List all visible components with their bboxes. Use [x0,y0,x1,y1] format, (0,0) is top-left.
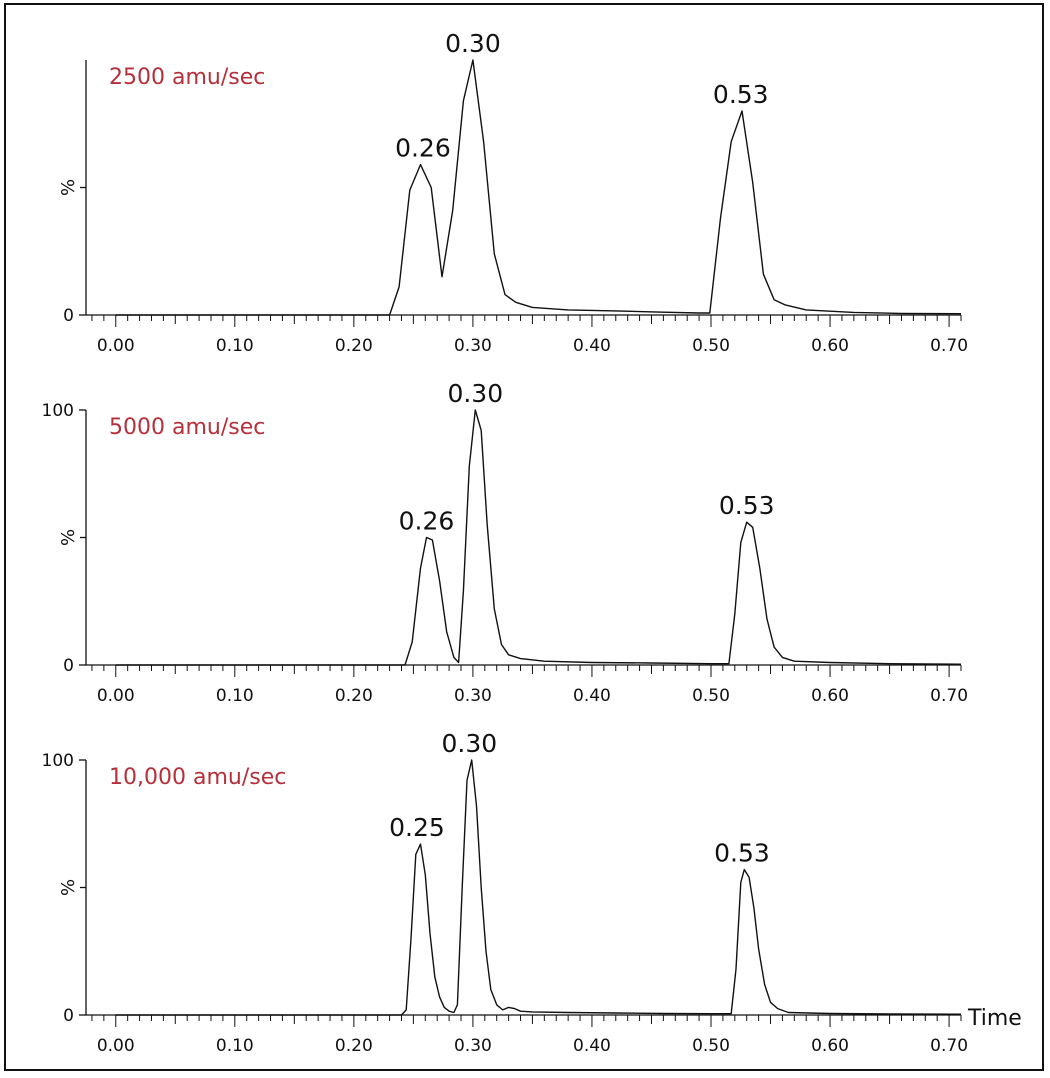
x-tick-label: 0.70 [930,686,968,706]
x-tick-label: 0.50 [692,336,730,356]
x-tick-label: 0.10 [216,1036,254,1056]
x-tick-label: 0.40 [573,336,611,356]
x-tick-label: 0.00 [97,336,135,356]
x-axis-title: Time [967,1006,1022,1031]
x-tick-label: 0.60 [811,1036,849,1056]
series-line [115,409,962,666]
peak-label: 0.53 [714,839,770,868]
series-line [115,59,962,316]
y-axis-label: % [58,879,79,896]
scan-rate-label: 5000 amu/sec [109,415,265,440]
chart-panel-1: 0% 0.00 0.10 0.20 0.30 0.40 0.50 0.60 0.70 0.26 0.… [58,29,968,356]
peak-label: 0.53 [713,80,769,109]
x-tick-label: 0.20 [335,686,373,706]
y-tick-label: 0 [63,306,74,326]
x-tick-label: 0.30 [454,686,492,706]
x-tick-label: 0.30 [454,336,492,356]
series-line [115,759,962,1016]
x-tick-label: 0.20 [335,336,373,356]
x-tick-label: 0.40 [573,1036,611,1056]
y-tick-label: 0 [63,656,74,676]
figure-frame: 0% 0.00 0.10 0.20 0.30 0.40 0.50 0.60 0.70 0.26 0.… [4,3,1044,1071]
peak-label: 0.53 [719,491,775,520]
x-tick-label: 0.60 [811,336,849,356]
y-tick-label: 100 [42,751,74,771]
x-tick-label: 0.20 [335,1036,373,1056]
scan-rate-label: 2500 amu/sec [109,65,265,90]
x-tick-label: 0.10 [216,336,254,356]
x-tick-label: 0.00 [97,686,135,706]
y-tick-label: 100 [42,401,74,421]
x-tick-label: 0.70 [930,1036,968,1056]
x-tick-label: 0.50 [692,686,730,706]
x-tick-label: 0.40 [573,686,611,706]
chromatogram-figure: 0% 0.00 0.10 0.20 0.30 0.40 0.50 0.60 0.70 0.26 0.… [42,29,1022,1056]
y-axis-label: % [58,179,79,196]
peak-label: 0.26 [399,507,455,536]
peak-label: 0.25 [389,813,445,842]
x-tick-label: 0.70 [930,336,968,356]
chart-panel-3: 0 100% 0.00 0.10 0.20 0.30 0.40 0.50 0.60 0.70 0.2… [42,729,1022,1056]
peak-label: 0.26 [395,134,451,163]
x-tick-label: 0.30 [454,1036,492,1056]
x-tick-label: 0.50 [692,1036,730,1056]
x-tick-label: 0.10 [216,686,254,706]
x-tick-label: 0.00 [97,1036,135,1056]
scan-rate-label: 10,000 amu/sec [109,765,286,790]
y-tick-label: 0 [63,1006,74,1026]
peak-label: 0.30 [447,379,503,408]
peak-label: 0.30 [445,29,501,58]
chart-panel-2: 0 100% 0.00 0.10 0.20 0.30 0.40 0.50 0.60 0.70 0.2… [42,379,968,706]
y-axis-label: % [58,529,79,546]
x-tick-label: 0.60 [811,686,849,706]
peak-label: 0.30 [441,729,497,758]
